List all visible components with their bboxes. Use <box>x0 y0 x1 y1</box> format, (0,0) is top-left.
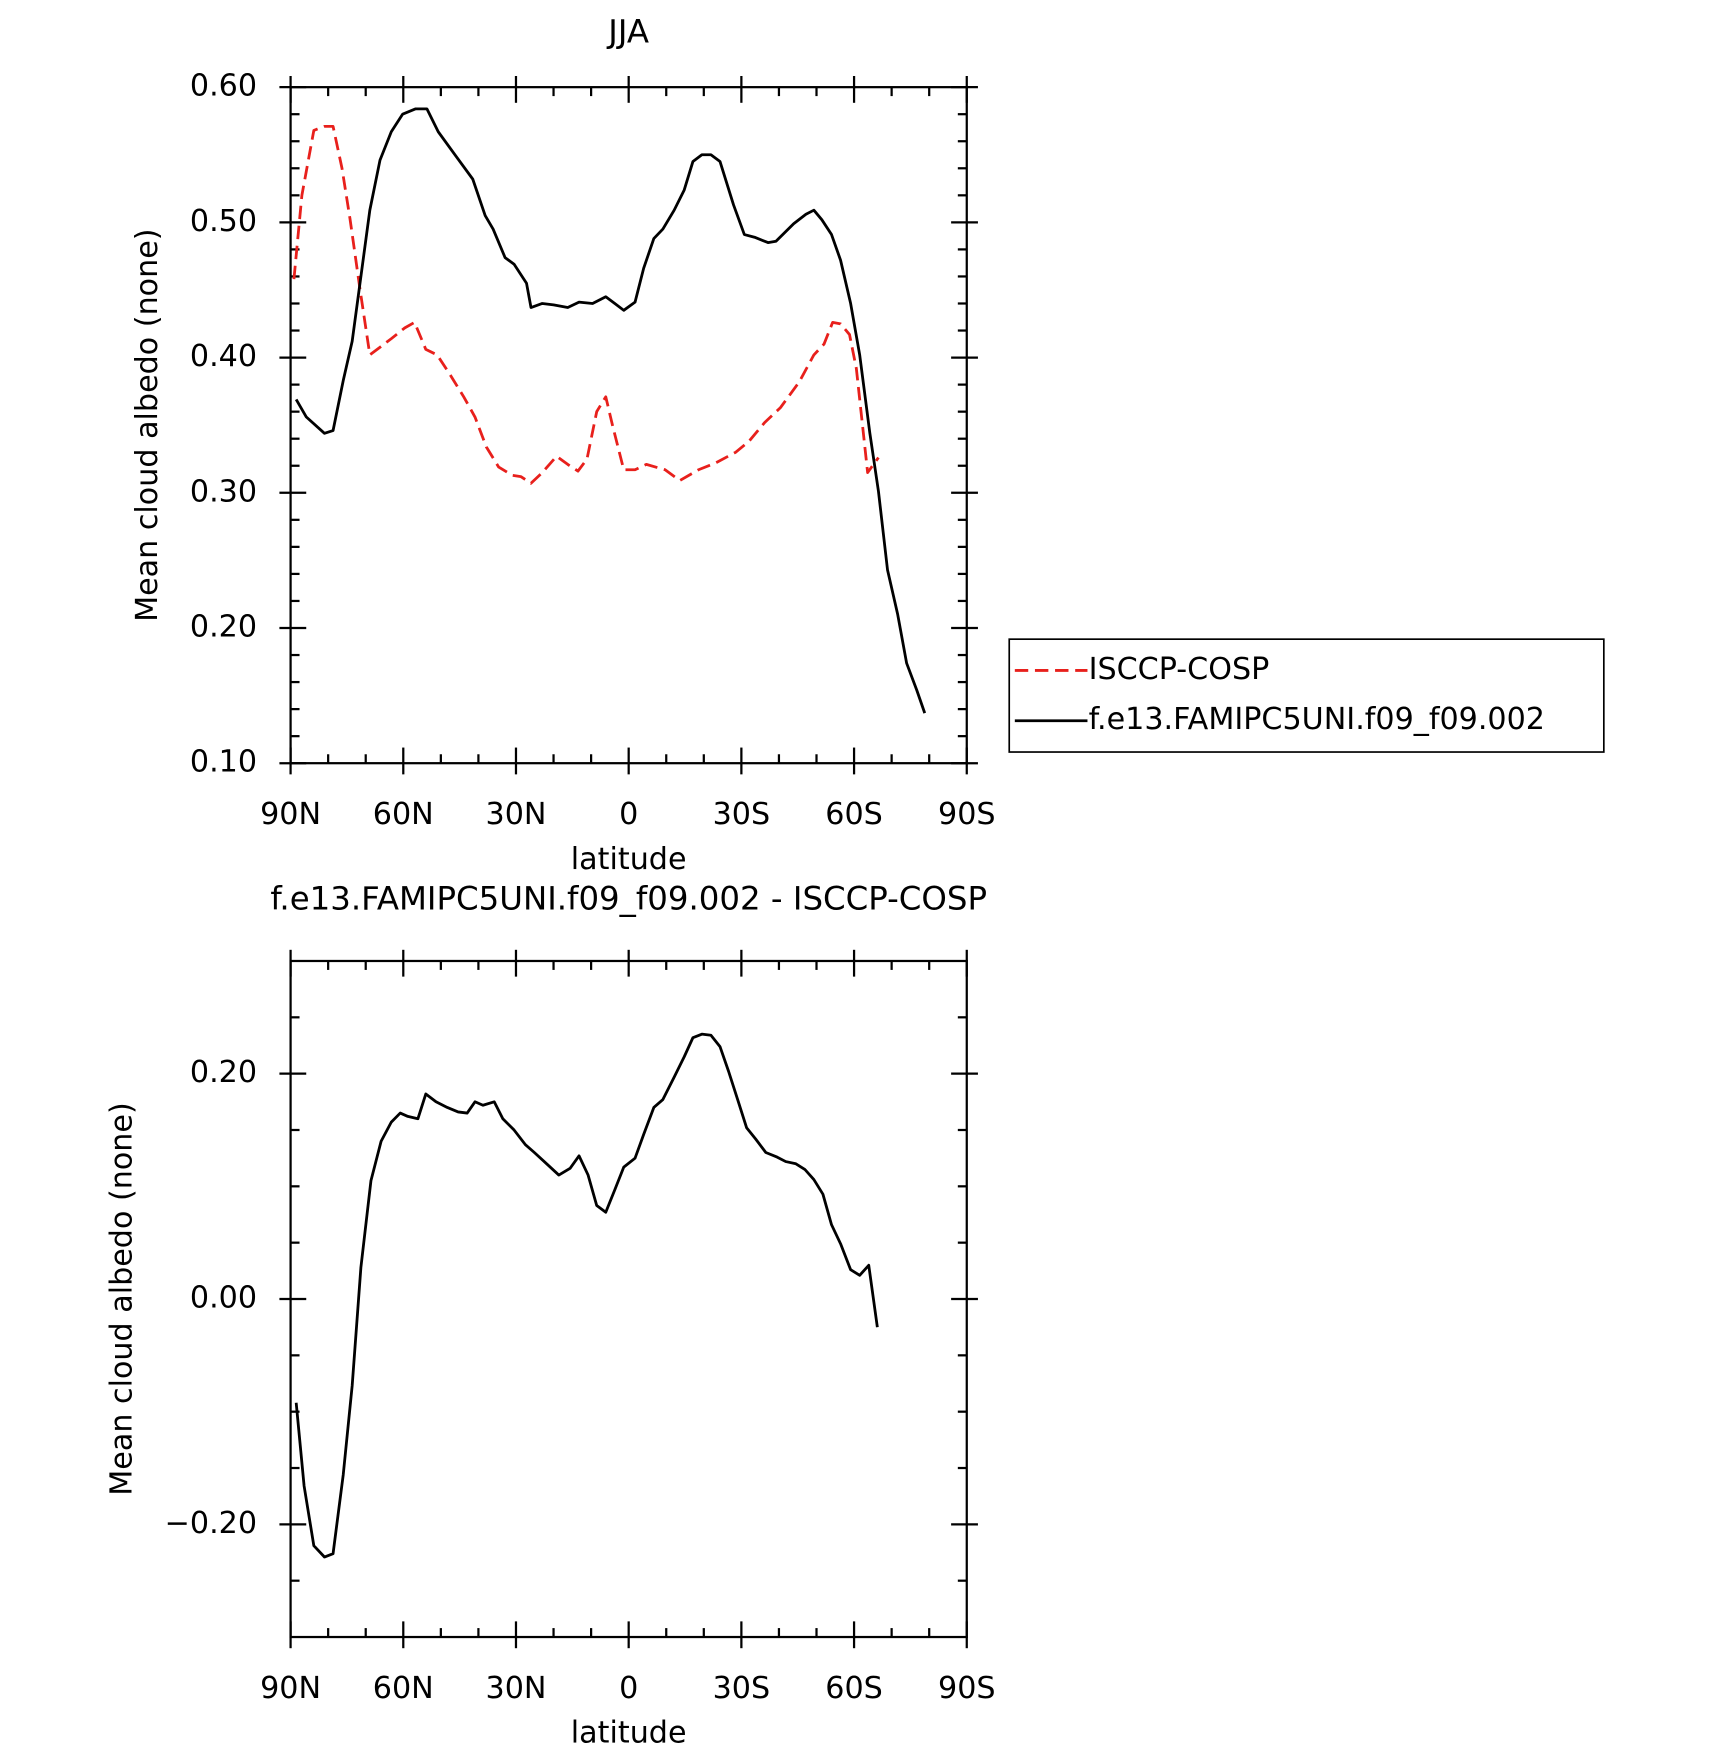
x-tick-label: 0 <box>619 797 638 832</box>
y-tick-label: 0.20 <box>190 609 257 644</box>
legend-box <box>1008 638 1605 753</box>
data-line <box>292 124 880 485</box>
x-axis-label: latitude <box>571 1716 687 1751</box>
y-tick-label: 0.30 <box>190 474 257 509</box>
legend-label: ISCCP-COSP <box>1089 652 1270 687</box>
y-axis-label: Mean cloud albedo (none) <box>130 228 165 621</box>
chart-title: f.e13.FAMIPC5UNI.f09_f09.002 - ISCCP-COS… <box>270 880 987 918</box>
x-tick-label: 30N <box>486 797 547 832</box>
x-tick-label: 90S <box>938 797 996 832</box>
x-tick-label: 60N <box>373 797 434 832</box>
x-tick-label: 90S <box>938 1671 996 1706</box>
x-tick-label: 30N <box>486 1671 547 1706</box>
x-tick-label: 90N <box>260 1671 321 1706</box>
y-axis-label: Mean cloud albedo (none) <box>104 1102 139 1495</box>
y-tick-label: 0.20 <box>190 1055 257 1090</box>
x-tick-label: 90N <box>260 797 321 832</box>
y-tick-label: 0.40 <box>190 339 257 374</box>
x-tick-label: 60S <box>825 797 883 832</box>
y-tick-label: 0.60 <box>190 69 257 104</box>
x-tick-label: 60N <box>373 1671 434 1706</box>
x-tick-label: 60S <box>825 1671 883 1706</box>
x-tick-label: 0 <box>619 1671 638 1706</box>
x-axis-label: latitude <box>571 842 687 877</box>
legend-label: f.e13.FAMIPC5UNI.f09_f09.002 <box>1089 702 1545 737</box>
chart-title: JJA <box>606 13 649 51</box>
y-tick-label: 0.50 <box>190 204 257 239</box>
data-line <box>294 1032 879 1559</box>
plot-frame <box>289 959 968 1639</box>
y-tick-label: 0.00 <box>190 1281 257 1316</box>
x-tick-label: 30S <box>713 797 771 832</box>
y-tick-label: 0.10 <box>190 745 257 780</box>
x-tick-label: 30S <box>713 1671 771 1706</box>
y-tick-label: −0.20 <box>165 1506 257 1541</box>
plot-frame <box>289 86 968 765</box>
data-line <box>294 107 927 714</box>
